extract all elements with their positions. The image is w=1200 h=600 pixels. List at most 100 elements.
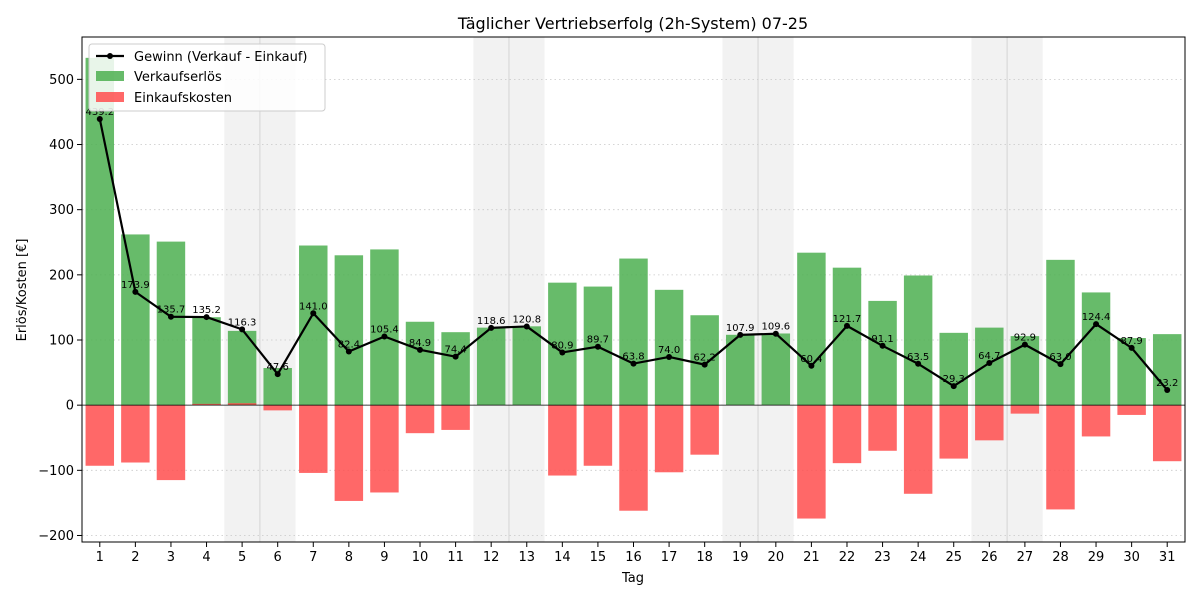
y-tick-label: 100 — [49, 334, 74, 349]
bar-cost — [1152, 405, 1182, 462]
bar-cost — [405, 405, 435, 434]
profit-point — [523, 323, 530, 330]
bar-cost — [1117, 405, 1146, 415]
profit-data-label: 91.1 — [871, 334, 893, 345]
x-tick-label: 3 — [167, 550, 175, 565]
profit-data-label: 84.9 — [409, 338, 431, 349]
bar-cost — [797, 405, 826, 519]
bar-cost — [334, 405, 364, 501]
profit-data-label: 124.4 — [1082, 312, 1111, 323]
bar-cost — [192, 403, 221, 406]
bar-revenue — [405, 321, 435, 406]
profit-data-label: 87.9 — [1120, 336, 1142, 347]
legend-swatch-cost — [96, 92, 124, 102]
x-tick-label: 19 — [732, 550, 749, 565]
bar-revenue — [975, 327, 1004, 406]
x-tick-label: 31 — [1159, 550, 1176, 565]
bar-revenue — [1152, 334, 1182, 406]
legend-marker — [107, 53, 113, 59]
x-tick-label: 29 — [1088, 550, 1105, 565]
bar-revenue — [654, 289, 684, 406]
profit-point — [879, 342, 886, 349]
profit-data-label: 121.7 — [833, 314, 862, 325]
x-tick-label: 26 — [981, 550, 998, 565]
bar-revenue — [334, 255, 364, 406]
profit-data-label: 135.2 — [192, 305, 221, 316]
x-tick-label: 12 — [483, 550, 500, 565]
bar-revenue — [299, 245, 328, 406]
x-tick-label: 22 — [839, 550, 856, 565]
bar-cost — [1046, 405, 1075, 510]
bar-revenue — [726, 334, 755, 406]
bar-cost — [156, 405, 186, 481]
bar-revenue — [192, 317, 221, 406]
x-axis-label: Tag — [621, 571, 644, 586]
legend: Gewinn (Verkauf - Einkauf) Verkaufserlös… — [88, 43, 326, 112]
bar-revenue — [441, 332, 470, 406]
profit-point — [381, 333, 388, 340]
profit-data-label: 63.8 — [622, 352, 644, 363]
bar-cost — [832, 405, 862, 464]
bar-revenue — [619, 258, 648, 406]
bar-revenue — [156, 241, 186, 406]
profit-data-label: 92.9 — [1014, 333, 1036, 344]
profit-data-label: 141.0 — [299, 301, 328, 312]
x-tick-label: 1 — [96, 550, 104, 565]
profit-point — [488, 324, 495, 331]
profit-data-label: 63.5 — [907, 352, 929, 363]
x-tick-label: 11 — [447, 550, 464, 565]
bar-cost — [868, 405, 897, 451]
profit-point — [452, 353, 459, 360]
profit-point — [915, 360, 922, 367]
profit-point — [986, 360, 993, 367]
bar-revenue — [903, 275, 933, 406]
bar-cost — [1010, 405, 1040, 414]
bar-revenue — [548, 282, 577, 406]
bar-cost — [690, 405, 719, 455]
profit-point — [96, 115, 103, 122]
x-tick-label: 25 — [945, 550, 962, 565]
profit-data-label: 64.7 — [978, 351, 1000, 362]
profit-point — [274, 371, 281, 378]
profit-point — [808, 362, 815, 369]
bar-revenue — [939, 332, 968, 406]
profit-data-label: 135.7 — [157, 305, 186, 316]
profit-data-label: 23.2 — [1156, 378, 1178, 389]
x-tick-label: 7 — [309, 550, 317, 565]
bar-revenue — [512, 326, 541, 406]
bar-revenue — [227, 330, 257, 406]
bar-cost — [654, 405, 684, 473]
profit-point — [203, 314, 210, 321]
profit-point — [666, 353, 673, 360]
bar-revenue — [868, 300, 897, 406]
bar-cost — [299, 405, 328, 473]
x-tick-label: 15 — [590, 550, 607, 565]
legend-entry-profit: Gewinn (Verkauf - Einkauf) — [134, 50, 307, 65]
bar-cost — [903, 405, 933, 494]
x-tick-label: 2 — [131, 550, 139, 565]
profit-point — [310, 310, 317, 317]
bar-cost — [263, 405, 292, 411]
y-tick-label: 500 — [49, 73, 74, 88]
profit-point — [417, 346, 424, 353]
bar-revenue — [1046, 259, 1075, 406]
bar-cost — [227, 403, 257, 406]
profit-data-label: 60.4 — [800, 354, 822, 365]
bar-revenue — [370, 249, 399, 406]
profit-point — [772, 330, 779, 337]
profit-data-label: 109.6 — [762, 322, 791, 333]
x-tick-label: 28 — [1052, 550, 1069, 565]
bar-cost — [975, 405, 1004, 441]
profit-data-label: 82.4 — [338, 339, 360, 350]
bar-revenue — [690, 315, 719, 406]
profit-point — [1128, 344, 1135, 351]
bar-revenue — [121, 234, 150, 406]
y-tick-label: 300 — [49, 203, 74, 218]
profit-point — [1057, 361, 1064, 368]
profit-point — [345, 348, 352, 355]
x-tick-label: 21 — [803, 550, 820, 565]
x-tick-label: 20 — [768, 550, 785, 565]
profit-point — [737, 331, 744, 338]
profit-data-label: 116.3 — [228, 317, 257, 328]
